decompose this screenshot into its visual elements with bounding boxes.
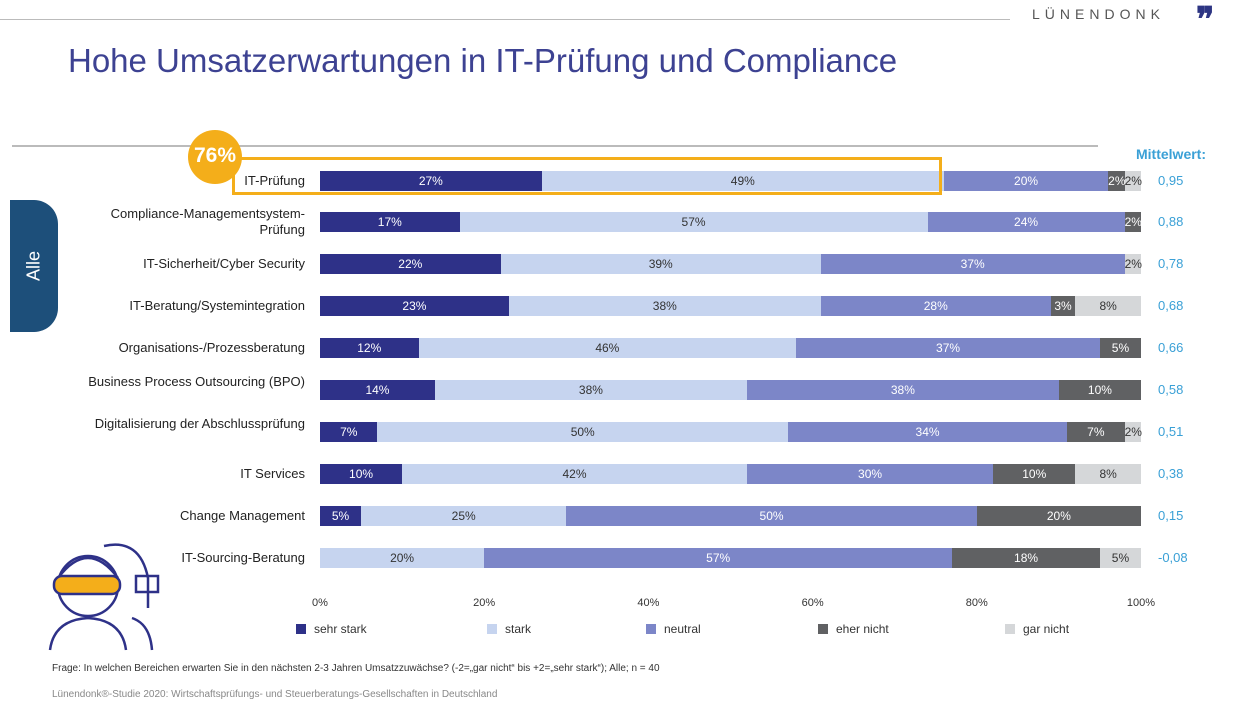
highlight-box xyxy=(232,157,942,195)
bar-segment: 18% xyxy=(952,548,1100,568)
mean-value: 0,15 xyxy=(1158,508,1184,523)
bar-segment: 28% xyxy=(820,296,1051,316)
mean-value: 0,78 xyxy=(1158,256,1184,271)
legend-label: neutral xyxy=(664,622,701,636)
bar-segment: 10% xyxy=(993,464,1076,484)
brand-quote-icon: ❞ xyxy=(1196,1,1215,39)
category-label: Organisations-/Prozessberatung xyxy=(118,340,305,355)
x-tick-label: 80% xyxy=(965,597,988,609)
bar-segment: 23% xyxy=(320,296,509,316)
bar-segment: 2% xyxy=(1124,171,1142,191)
bar-segment: 24% xyxy=(927,212,1125,232)
bar-segment: 2% xyxy=(1124,422,1142,442)
legend-swatch xyxy=(1005,624,1015,634)
mean-value: 0,68 xyxy=(1158,298,1184,313)
bar-segment: 2% xyxy=(1108,171,1126,191)
bar-segment: 10% xyxy=(1058,380,1141,400)
mean-value: 0,38 xyxy=(1158,466,1184,481)
brand-logo: LÜNENDONK xyxy=(1032,6,1165,22)
bar-segment: 30% xyxy=(746,464,994,484)
bar-segment: 38% xyxy=(434,380,747,400)
x-tick-label: 40% xyxy=(637,597,660,609)
bar-segment: 14% xyxy=(320,380,435,400)
bar-segment: 46% xyxy=(418,338,797,358)
bar-segment: 34% xyxy=(787,422,1068,442)
bar-segment: 8% xyxy=(1075,296,1141,316)
mean-value: -0,08 xyxy=(1158,550,1188,565)
bar-segment: 50% xyxy=(377,422,788,442)
bar-segment: 38% xyxy=(508,296,821,316)
bar-segment: 17% xyxy=(320,212,460,232)
bar-segment: 37% xyxy=(820,254,1125,274)
legend-swatch xyxy=(296,624,306,634)
legend-label: gar nicht xyxy=(1023,622,1070,636)
mean-value: 0,95 xyxy=(1158,173,1184,188)
category-label: IT-Prüfung xyxy=(244,173,305,188)
legend-swatch xyxy=(487,624,497,634)
bar-segment: 5% xyxy=(1099,548,1141,568)
bar-segment: 57% xyxy=(459,212,928,232)
legend-swatch xyxy=(646,624,656,634)
category-label: IT-Sourcing-Beratung xyxy=(181,550,305,565)
category-label: IT Services xyxy=(240,466,305,481)
vr-people-illustration xyxy=(48,543,160,651)
x-tick-label: 60% xyxy=(801,597,824,609)
question-note: Frage: In welchen Bereichen erwarten Sie… xyxy=(52,663,660,674)
x-tick-label: 0% xyxy=(312,597,328,609)
mean-value: 0,66 xyxy=(1158,340,1184,355)
bar-segment: 7% xyxy=(1067,422,1125,442)
bar-segment: 5% xyxy=(320,506,362,526)
legend-item: eher nicht xyxy=(818,622,889,636)
legend-item: sehr stark xyxy=(296,622,367,636)
bar-segment: 27% xyxy=(320,171,542,191)
top-rule xyxy=(0,19,1010,20)
bar-segment: 37% xyxy=(796,338,1100,358)
bar-segment: 57% xyxy=(484,548,953,568)
legend-item: neutral xyxy=(646,622,701,636)
bar-segment: 20% xyxy=(320,548,485,568)
highlight-badge: 76% xyxy=(188,130,242,184)
bar-segment: 5% xyxy=(1099,338,1141,358)
bar-segment: 42% xyxy=(402,464,747,484)
legend-item: gar nicht xyxy=(1005,622,1069,636)
bar-segment: 12% xyxy=(320,338,419,358)
bar-segment: 2% xyxy=(1124,254,1142,274)
bar-segment: 49% xyxy=(541,171,944,191)
category-label: IT-Beratung/Systemintegration xyxy=(129,298,305,313)
page-title: Hohe Umsatzerwartungen in IT-Prüfung und… xyxy=(68,42,898,79)
legend-label: eher nicht xyxy=(836,622,889,636)
bar-segment: 38% xyxy=(746,380,1059,400)
bar-segment: 25% xyxy=(361,506,567,526)
category-label: Digitalisierung der Abschlussprüfung xyxy=(94,416,305,431)
legend-label: stark xyxy=(505,622,532,636)
legend-swatch xyxy=(818,624,828,634)
legend-label: sehr stark xyxy=(314,622,367,636)
mean-value: 0,51 xyxy=(1158,424,1184,439)
mean-value: 0,88 xyxy=(1158,214,1184,229)
legend-item: stark xyxy=(487,622,531,636)
bar-segment: 22% xyxy=(320,254,501,274)
category-label: IT-Sicherheit/Cyber Security xyxy=(143,256,305,271)
source-note: Lünendonk®-Studie 2020: Wirtschaftsprüfu… xyxy=(52,689,498,700)
category-label: Business Process Outsourcing (BPO) xyxy=(88,374,305,389)
bar-segment: 2% xyxy=(1124,212,1142,232)
x-tick-label: 20% xyxy=(473,597,496,609)
bar-segment: 8% xyxy=(1075,464,1141,484)
bar-segment: 3% xyxy=(1050,296,1076,316)
category-label: Change Management xyxy=(179,508,305,523)
mean-header: Mittelwert: xyxy=(1136,146,1206,162)
bar-segment: 39% xyxy=(500,254,821,274)
bar-segment: 50% xyxy=(566,506,977,526)
side-tab-alle: Alle xyxy=(10,200,58,332)
bar-segment: 10% xyxy=(320,464,403,484)
category-label: Compliance-Managementsystem- Prüfung xyxy=(110,206,305,237)
mean-value: 0,58 xyxy=(1158,382,1184,397)
bar-segment: 20% xyxy=(943,171,1109,191)
bar-segment: 7% xyxy=(320,422,378,442)
x-tick-label: 100% xyxy=(1126,597,1156,609)
divider xyxy=(12,145,1098,147)
bar-segment: 20% xyxy=(976,506,1141,526)
